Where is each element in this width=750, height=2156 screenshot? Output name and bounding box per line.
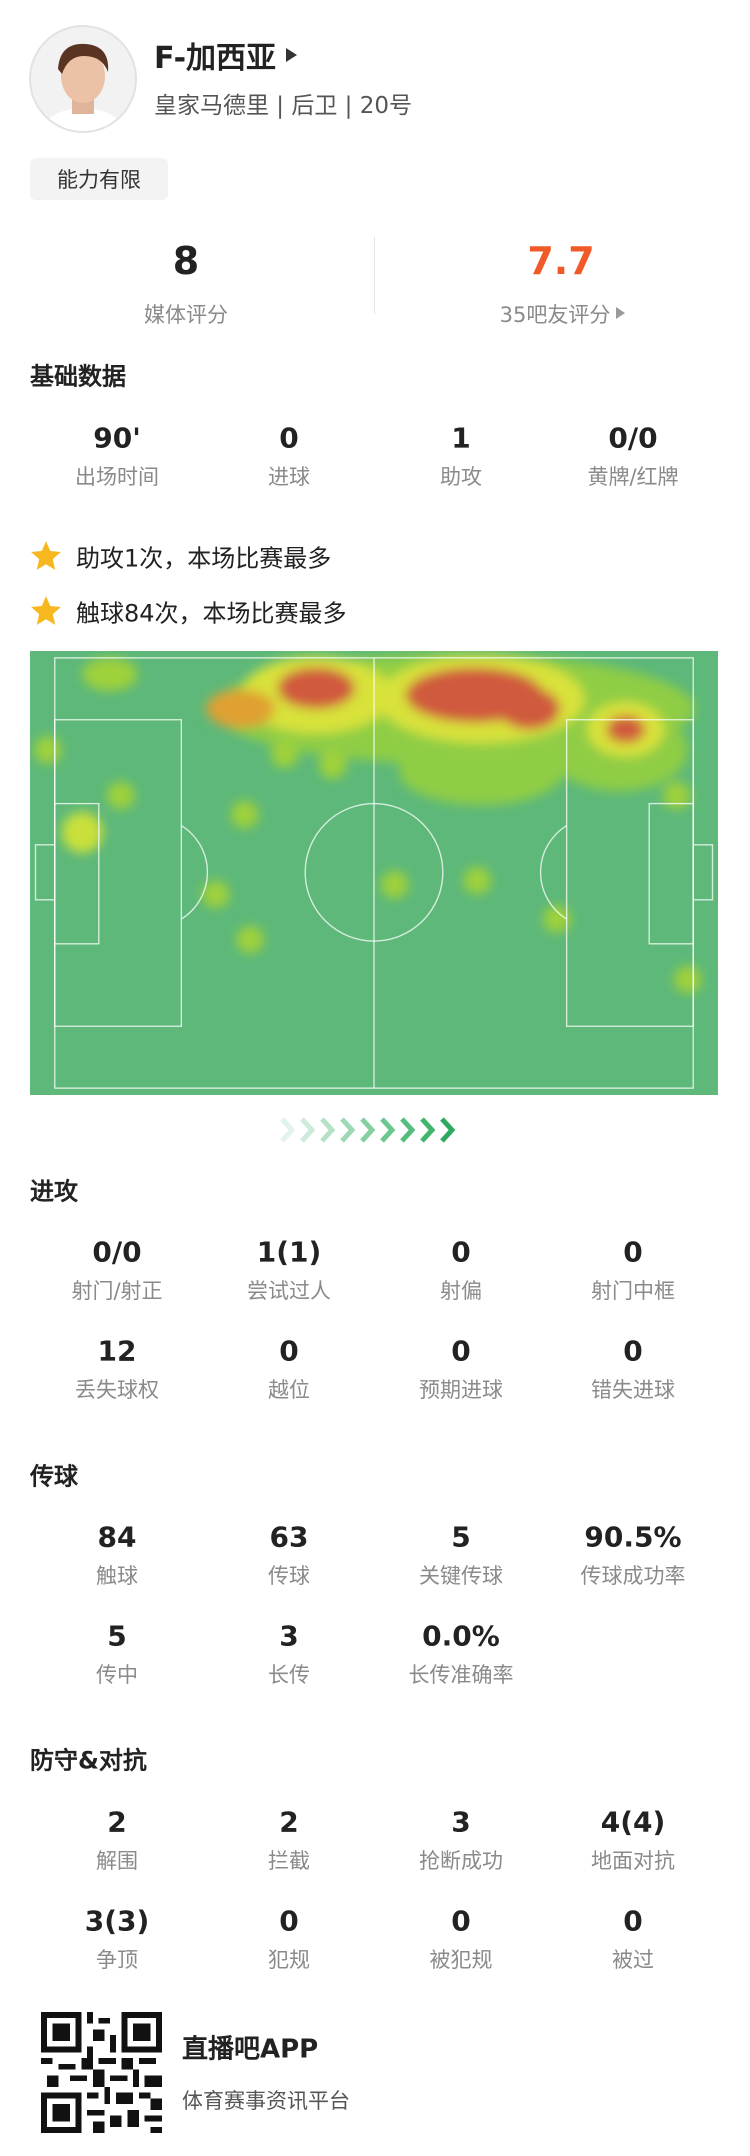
stat-label: 出场时间 [75,465,159,489]
stat-value: 5 [451,1520,471,1554]
stat-value: 0.0% [422,1619,500,1653]
stat-value: 90' [93,421,141,455]
stat-value: 0/0 [92,1235,142,1269]
fan-rating: 7.7 [527,239,595,283]
qr-code [41,2012,162,2133]
stat-label: 尝试过人 [247,1279,331,1303]
stat-label: 抢断成功 [419,1849,503,1873]
stat-label: 犯规 [268,1948,310,1972]
stat-value: 0 [279,421,299,455]
stat-label: 解围 [96,1849,138,1873]
section-title: 传球 [30,1462,78,1491]
stat-label: 助攻 [440,465,482,489]
stat-value: 90.5% [584,1520,682,1554]
divider [374,237,375,314]
stat-label: 进球 [268,465,310,489]
stat-value: 0 [623,1235,643,1269]
stat-value: 1 [451,421,471,455]
stat-label: 错失进球 [591,1378,675,1402]
stat-label: 争顶 [96,1948,138,1972]
stat-label: 丢失球权 [75,1378,159,1402]
stat-label: 长传准确率 [408,1663,514,1687]
stat-value: 0 [279,1904,299,1938]
stat-value: 1(1) [256,1235,322,1269]
app-slogan: 体育赛事资讯平台 [182,2089,350,2113]
stat-label: 传球成功率 [580,1564,686,1588]
stat-value: 3 [451,1805,471,1839]
player-tag: 能力有限 [30,158,168,200]
stat-value: 0 [451,1334,471,1368]
stat-value: 84 [97,1520,137,1554]
arrow-icon [616,307,626,319]
stat-label: 射门中框 [591,1279,675,1303]
highlight-text: 触球84次，本场比赛最多 [76,599,347,628]
stat-value: 3(3) [84,1904,150,1938]
stat-value: 0 [279,1334,299,1368]
avatar [29,25,137,133]
stat-value: 2 [279,1805,299,1839]
stat-label: 被犯规 [429,1948,493,1972]
section-title: 基础数据 [30,362,126,391]
section-title: 防守&对抗 [30,1746,147,1775]
stat-value: 0 [623,1334,643,1368]
stat-value: 0 [451,1235,471,1269]
stat-value: 63 [269,1520,309,1554]
stat-value: 0 [451,1904,471,1938]
stat-label: 射偏 [440,1279,482,1303]
star-icon [29,539,63,573]
app-name: 直播吧APP [182,2034,319,2065]
stat-label: 长传 [268,1663,310,1687]
stat-label: 传球 [268,1564,310,1588]
stat-value: 4(4) [600,1805,666,1839]
star-icon [29,594,63,628]
stat-label: 传中 [96,1663,138,1687]
stat-label: 被过 [612,1948,654,1972]
stat-label: 越位 [268,1378,310,1402]
player-subtitle: 皇家马德里 | 后卫 | 20号 [154,93,413,119]
stat-value: 2 [107,1805,127,1839]
highlight-text: 助攻1次，本场比赛最多 [76,544,332,573]
stat-label: 触球 [96,1564,138,1588]
stat-label: 黄牌/红牌 [587,465,679,489]
stat-label: 地面对抗 [591,1849,675,1873]
arrow-icon [286,48,298,62]
media-rating-label: 媒体评分 [144,303,228,327]
direction-arrows [280,1117,456,1143]
stat-value: 3 [279,1619,299,1653]
stat-value: 5 [107,1619,127,1653]
player-name: F-加西亚 [154,41,277,76]
stat-value: 0 [623,1904,643,1938]
section-title: 进攻 [30,1177,78,1206]
stat-label: 射门/射正 [71,1279,163,1303]
heatmap [30,651,718,1095]
media-rating: 8 [172,239,200,283]
stat-label: 关键传球 [419,1564,503,1588]
stat-value: 0/0 [608,421,658,455]
stat-value: 12 [97,1334,137,1368]
stat-label: 拦截 [268,1849,310,1873]
stat-label: 预期进球 [419,1378,503,1402]
fan-rating-label[interactable]: 35吧友评分 [499,303,611,327]
